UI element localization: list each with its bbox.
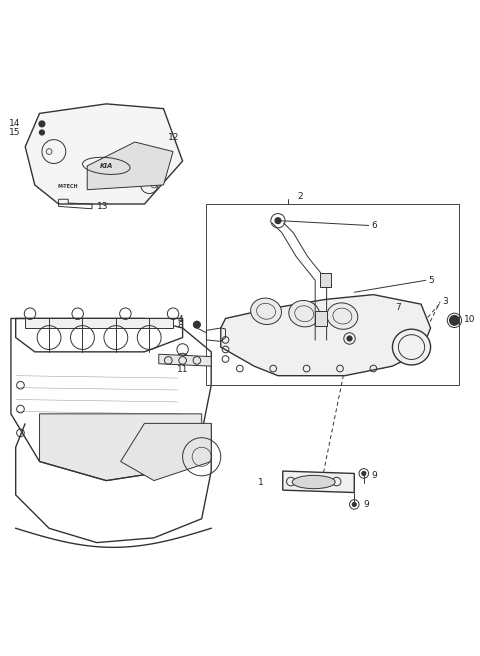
Text: 10: 10 (464, 315, 476, 323)
Text: 5: 5 (428, 276, 434, 285)
Text: 8: 8 (178, 321, 183, 330)
Circle shape (450, 316, 459, 325)
Polygon shape (120, 423, 211, 481)
Circle shape (347, 336, 352, 341)
Text: 9: 9 (364, 500, 370, 509)
Polygon shape (25, 318, 173, 328)
Text: 2: 2 (297, 192, 303, 201)
Circle shape (39, 130, 44, 135)
Polygon shape (159, 354, 211, 366)
Text: 15: 15 (9, 128, 21, 137)
Circle shape (352, 502, 356, 506)
Text: KIA: KIA (100, 163, 113, 169)
Text: 13: 13 (97, 202, 108, 211)
Text: 6: 6 (371, 221, 377, 230)
Text: 4: 4 (178, 316, 183, 325)
Bar (315, 312, 326, 325)
Text: 14: 14 (9, 119, 21, 129)
Polygon shape (39, 414, 202, 481)
Text: M-TECH: M-TECH (58, 184, 78, 189)
Circle shape (39, 121, 45, 127)
Ellipse shape (289, 300, 320, 327)
Ellipse shape (327, 303, 358, 329)
Circle shape (362, 472, 366, 476)
Text: 1: 1 (258, 478, 264, 487)
Polygon shape (221, 295, 431, 376)
Text: 3: 3 (443, 297, 448, 306)
Ellipse shape (292, 476, 335, 489)
Polygon shape (283, 471, 354, 493)
Polygon shape (25, 104, 182, 204)
Text: 11: 11 (177, 365, 188, 374)
Text: 12: 12 (168, 133, 180, 142)
Circle shape (193, 321, 200, 328)
Circle shape (275, 218, 281, 224)
Polygon shape (87, 142, 173, 190)
Ellipse shape (393, 329, 431, 365)
Bar (320, 273, 331, 287)
Text: 9: 9 (371, 471, 377, 480)
Ellipse shape (251, 298, 281, 325)
Text: 7: 7 (395, 304, 401, 312)
